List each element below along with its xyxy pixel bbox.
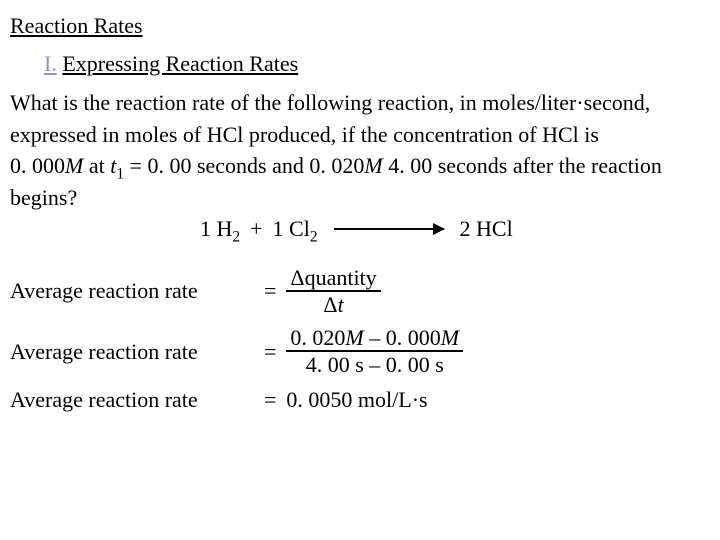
text: 4. 00 seconds after the reaction (383, 153, 662, 178)
subscript: 1 (116, 165, 124, 182)
problem-line-1: What is the reaction rate of the followi… (10, 89, 710, 117)
equals-sign: = (260, 338, 286, 366)
rate-label: Average reaction rate (10, 277, 260, 305)
italic-M: M (364, 153, 382, 178)
rate-row-1: Average reaction rate = Δquantity Δt (10, 265, 710, 318)
problem-text: What is the reaction rate of the followi… (10, 89, 710, 211)
reaction-arrow-icon (334, 228, 444, 230)
text: 1 Cl (273, 216, 310, 241)
product-1: 2 HCl (460, 215, 513, 243)
problem-line-4: begins? (10, 184, 710, 212)
chemical-equation: 1 H2 + 1 Cl2 2 HCl (200, 215, 710, 243)
reactant-2: 1 Cl2 (273, 215, 318, 243)
italic-M: M (65, 153, 83, 178)
rate-row-2: Average reaction rate = 0. 020M – 0. 000… (10, 325, 710, 378)
text: 0. 000 (10, 153, 65, 178)
denominator: Δt (319, 292, 347, 317)
problem-line-3: 0. 000M at t1 = 0. 00 seconds and 0. 020… (10, 152, 710, 180)
fraction: Δquantity Δt (286, 265, 380, 318)
text: 1 H (200, 216, 232, 241)
subscript: 2 (232, 228, 240, 245)
text: 0. 020 (290, 325, 345, 350)
section-number: I. (44, 51, 57, 76)
denominator: 4. 00 s – 0. 00 s (302, 352, 448, 377)
italic-M: M (345, 325, 363, 350)
subscript: 2 (310, 228, 318, 245)
plus-sign: + (250, 215, 262, 243)
section-label: Expressing Reaction Rates (62, 51, 298, 76)
result-value: 0. 0050 mol/L·s (286, 386, 427, 414)
text: Δ (323, 292, 337, 317)
text: – 0. 000 (364, 325, 441, 350)
page-title: Reaction Rates (10, 12, 710, 40)
rate-label: Average reaction rate (10, 386, 260, 414)
numerator: Δquantity (286, 265, 380, 290)
equals-sign: = (260, 386, 286, 414)
text: at (83, 153, 110, 178)
section-heading: I. Expressing Reaction Rates (44, 50, 710, 78)
rate-label: Average reaction rate (10, 338, 260, 366)
italic-t: t (338, 292, 344, 317)
text: = 0. 00 seconds and 0. 020 (124, 153, 364, 178)
equals-sign: = (260, 277, 286, 305)
problem-line-2: expressed in moles of HCl produced, if t… (10, 121, 710, 149)
italic-M: M (441, 325, 459, 350)
numerator: 0. 020M – 0. 000M (286, 325, 463, 350)
reactant-1: 1 H2 (200, 215, 240, 243)
rate-row-3: Average reaction rate = 0. 0050 mol/L·s (10, 386, 710, 414)
fraction: 0. 020M – 0. 000M 4. 00 s – 0. 00 s (286, 325, 463, 378)
